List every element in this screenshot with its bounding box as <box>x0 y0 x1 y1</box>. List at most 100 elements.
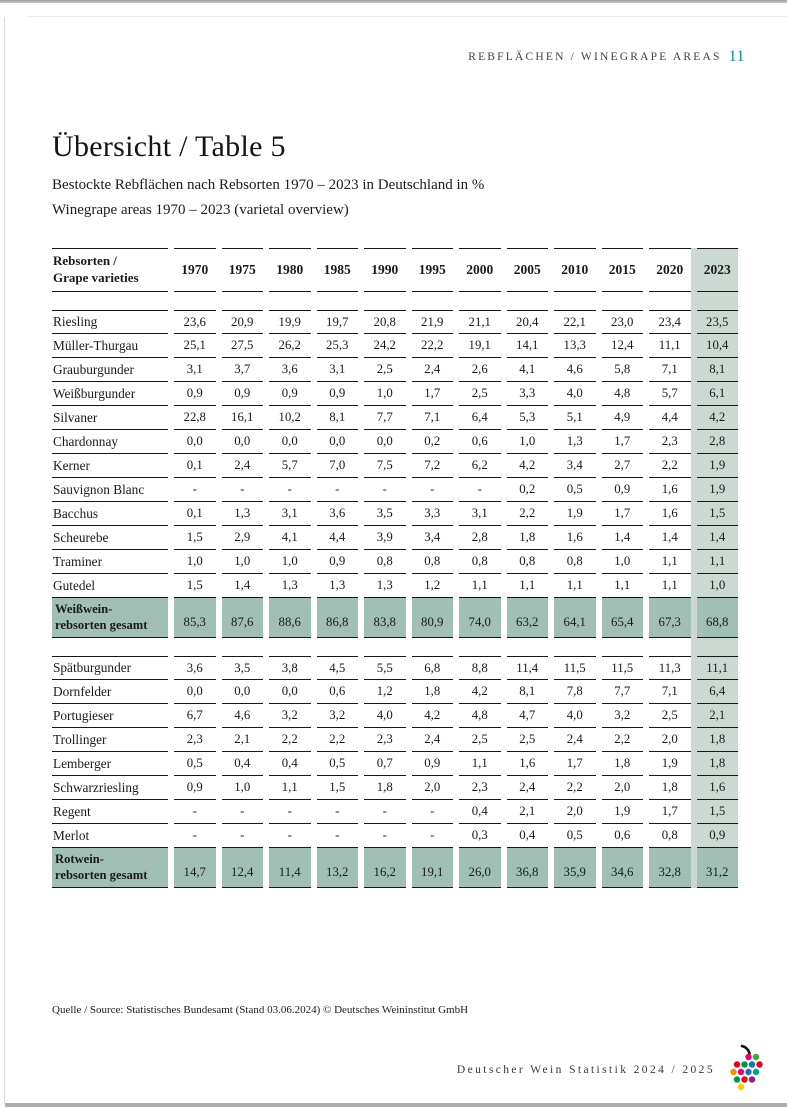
value-cell: 0,6 <box>601 824 643 848</box>
value-cell: 2,5 <box>649 704 691 728</box>
row-grauburgunder: Grauburgunder 3,1 3,7 3,6 3,1 2,5 2,4 2,6 4,1 4,6… <box>52 358 738 382</box>
value-cell: - <box>221 800 263 824</box>
value-cell: 2,0 <box>554 800 596 824</box>
value-cell: 0,5 <box>316 752 358 776</box>
value-cell: - <box>221 478 263 502</box>
variety-label: Rebsorten / Grape varieties <box>52 248 168 292</box>
value-cell: 5,3 <box>506 406 548 430</box>
value-cell: 0,4 <box>459 800 501 824</box>
variety-label: Silvaner <box>52 406 168 430</box>
value-cell: 6,4 <box>459 406 501 430</box>
value-cell: 1,9 <box>696 454 738 478</box>
value-cell: 2,3 <box>364 728 406 752</box>
varietal-table: Rebsorten / Grape varieties 1970 1975 1980 19… <box>52 248 738 888</box>
value-cell: 0,0 <box>221 430 263 454</box>
variety-label-line: Merlot <box>53 827 90 843</box>
footer-brand: Deutscher Wein Statistik 2024 / 2025 <box>457 1043 768 1097</box>
subtitle-german: Bestockte Rebflächen nach Rebsorten 1970… <box>52 177 485 193</box>
value-cell: 2,1 <box>506 800 548 824</box>
value-cell: 1,7 <box>601 502 643 526</box>
value-cell: 1,4 <box>221 574 263 598</box>
value-cell: 3,2 <box>601 704 643 728</box>
running-head: REBFLÄCHEN / WINEGRAPE AREAS 11 <box>468 47 745 65</box>
section-gap <box>52 292 738 310</box>
total-value-cell: 63,2 <box>506 598 548 638</box>
value-cell: - <box>174 800 216 824</box>
value-cell: 4,0 <box>364 704 406 728</box>
value-cell: 2,2 <box>649 454 691 478</box>
value-cell: 1,1 <box>459 752 501 776</box>
value-cell: 0,0 <box>174 430 216 454</box>
grape-dot <box>730 1068 737 1076</box>
year-header: 1975 <box>221 248 263 292</box>
value-cell: 26,2 <box>269 334 311 358</box>
value-cell: 7,1 <box>411 406 453 430</box>
value-cell: 7,2 <box>411 454 453 478</box>
row-schwarzriesling: Schwarzriesling 0,9 1,0 1,1 1,5 1,8 2,0 2,3 2,4 2… <box>52 776 738 800</box>
value-cell: 1,3 <box>364 574 406 598</box>
value-cell: 10,2 <box>269 406 311 430</box>
row-sp-tburgunder: Spätburgunder 3,6 3,5 3,8 4,5 5,5 6,8 8,8 11,4 11… <box>52 656 738 680</box>
value-cell: 20,4 <box>506 310 548 334</box>
variety-label: Lemberger <box>52 752 168 776</box>
value-cell: 0,2 <box>506 478 548 502</box>
value-cell: 0,0 <box>269 680 311 704</box>
value-cell: 1,2 <box>411 574 453 598</box>
value-cell: 0,9 <box>696 824 738 848</box>
value-cell: 1,1 <box>696 550 738 574</box>
grape-bunch-icon <box>730 1044 763 1091</box>
table-header-row: Rebsorten / Grape varieties 1970 1975 1980 19… <box>52 248 738 292</box>
value-cell: 1,0 <box>696 574 738 598</box>
value-cell: 4,8 <box>459 704 501 728</box>
value-cell: 1,1 <box>601 574 643 598</box>
value-cell: 0,8 <box>459 550 501 574</box>
value-cell: 1,8 <box>506 526 548 550</box>
value-cell: 1,9 <box>696 478 738 502</box>
value-cell: 2,5 <box>459 382 501 406</box>
value-cell: 0,0 <box>316 430 358 454</box>
variety-label-line: Silvaner <box>53 409 98 425</box>
value-cell: 1,6 <box>649 478 691 502</box>
value-cell: 1,1 <box>269 776 311 800</box>
subtitle-english: Winegrape areas 1970 – 2023 (varietal ov… <box>52 202 349 218</box>
grape-dot <box>737 1068 745 1076</box>
value-cell: 0,5 <box>554 824 596 848</box>
year-header: 2005 <box>506 248 548 292</box>
value-cell: 7,8 <box>554 680 596 704</box>
variety-label: Spätburgunder <box>52 656 168 680</box>
value-cell: 2,9 <box>221 526 263 550</box>
variety-label: Scheurebe <box>52 526 168 550</box>
value-cell: 7,0 <box>316 454 358 478</box>
value-cell: - <box>411 824 453 848</box>
variety-label-line: Kerner <box>53 457 90 473</box>
row-total-red-wine: Rotwein-rebsorten gesamt 14,7 12,4 11,4 13,2… <box>52 848 738 888</box>
value-cell: 1,9 <box>649 752 691 776</box>
value-cell: 3,6 <box>174 656 216 680</box>
page-top-edge <box>27 16 787 17</box>
value-cell: 13,3 <box>554 334 596 358</box>
year-header: 2023 <box>696 248 738 292</box>
variety-label-line: Schwarzriesling <box>53 779 139 795</box>
value-cell: 1,3 <box>554 430 596 454</box>
value-cell: 3,1 <box>174 358 216 382</box>
value-cell: 2,4 <box>554 728 596 752</box>
year-header: 1980 <box>269 248 311 292</box>
value-cell: 0,8 <box>554 550 596 574</box>
value-cell: 0,5 <box>554 478 596 502</box>
value-cell: 11,4 <box>506 656 548 680</box>
row-total-white-wine: Weißwein-rebsorten gesamt 85,3 87,6 88,6 86,… <box>52 598 738 638</box>
value-cell: 4,2 <box>459 680 501 704</box>
value-cell: 0,3 <box>459 824 501 848</box>
variety-label-line: Weißburgunder <box>53 385 136 401</box>
value-cell: - <box>364 824 406 848</box>
value-cell: 3,1 <box>269 502 311 526</box>
value-cell: - <box>364 478 406 502</box>
value-cell: 4,5 <box>316 656 358 680</box>
total-value-cell: 34,6 <box>601 848 643 888</box>
footer-brand-text: Deutscher Wein Statistik 2024 / 2025 <box>456 1064 715 1076</box>
value-cell: 0,9 <box>316 550 358 574</box>
value-cell: 7,1 <box>649 680 691 704</box>
variety-label: Dornfelder <box>52 680 168 704</box>
value-cell: 24,2 <box>364 334 406 358</box>
value-cell: 3,7 <box>221 358 263 382</box>
